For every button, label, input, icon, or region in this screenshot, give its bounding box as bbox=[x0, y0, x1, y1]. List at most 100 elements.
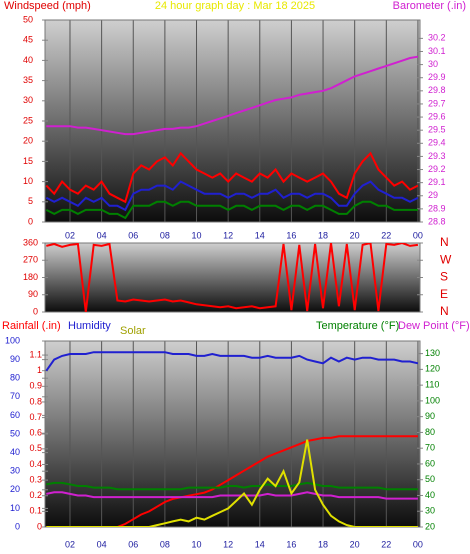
y-tick-label: 29.3 bbox=[428, 151, 446, 161]
y-tick-label: N bbox=[440, 235, 449, 249]
y-tick-label: 70 bbox=[425, 443, 435, 453]
x-tick-label: 06 bbox=[128, 230, 138, 240]
y-tick-label: 0 bbox=[37, 521, 42, 531]
x-tick-label: 20 bbox=[350, 230, 360, 240]
x-tick-label: 06 bbox=[128, 539, 138, 549]
x-tick-label: 04 bbox=[97, 230, 107, 240]
y-tick-label: E bbox=[440, 287, 448, 301]
y-tick-label: 360 bbox=[23, 237, 38, 247]
y-tick-label: 30 bbox=[425, 506, 435, 516]
x-tick-label: 04 bbox=[97, 539, 107, 549]
y-tick-label: 0.3 bbox=[29, 474, 42, 484]
y-tick-label: 1 bbox=[37, 365, 42, 375]
y-tick-label: 50 bbox=[23, 14, 33, 24]
y-tick-label: 80 bbox=[10, 373, 20, 383]
series-line bbox=[46, 481, 418, 491]
x-tick-label: 00 bbox=[413, 539, 423, 549]
y-tick-label: 40 bbox=[23, 55, 33, 65]
series-label: Temperature (°F) bbox=[316, 320, 399, 332]
x-tick-label: 08 bbox=[160, 539, 170, 549]
x-tick-label: 18 bbox=[318, 230, 328, 240]
series-line bbox=[45, 180, 419, 212]
x-tick-label: 02 bbox=[65, 230, 75, 240]
y-tick-label: 25 bbox=[23, 115, 33, 125]
y-tick-label: 29.8 bbox=[428, 85, 446, 95]
x-tick-label: 08 bbox=[160, 230, 170, 240]
x-tick-label: 12 bbox=[223, 230, 233, 240]
y-tick-label: 29 bbox=[428, 190, 438, 200]
y-tick-label: 29.6 bbox=[428, 111, 446, 121]
y-tick-label: 0 bbox=[33, 306, 38, 316]
y-tick-label: 29.9 bbox=[428, 72, 446, 82]
y-tick-label: 180 bbox=[23, 272, 38, 282]
y-tick-label: W bbox=[440, 252, 452, 266]
y-tick-label: 29.1 bbox=[428, 177, 446, 187]
y-tick-label: 28.8 bbox=[428, 216, 446, 226]
y-tick-label: 120 bbox=[425, 364, 440, 374]
y-tick-label: 28.9 bbox=[428, 203, 446, 213]
y-tick-label: 0 bbox=[28, 216, 33, 226]
y-tick-label: 40 bbox=[425, 490, 435, 500]
y2-axis-label: Barometer (.in) bbox=[393, 0, 466, 12]
series-label: Humidity bbox=[68, 320, 111, 332]
y-tick-label: 20 bbox=[10, 484, 20, 494]
y-tick-label: 50 bbox=[10, 428, 20, 438]
x-tick-label: 00 bbox=[413, 230, 423, 240]
y-tick-label: 10 bbox=[23, 176, 33, 186]
x-tick-label: 14 bbox=[255, 539, 265, 549]
y-tick-label: 60 bbox=[10, 410, 20, 420]
plot-background bbox=[45, 20, 420, 222]
y-tick-label: 0.5 bbox=[29, 443, 42, 453]
chart-title: 24 hour graph day : Mar 18 2025 bbox=[155, 0, 315, 12]
x-tick-label: 16 bbox=[286, 539, 296, 549]
x-tick-label: 22 bbox=[381, 230, 391, 240]
plot-frame bbox=[44, 340, 421, 528]
y-tick-label: 90 bbox=[10, 354, 20, 364]
y-tick-label: 0.8 bbox=[29, 396, 42, 406]
x-tick-label: 18 bbox=[318, 539, 328, 549]
y-tick-label: 20 bbox=[23, 136, 33, 146]
y-tick-label: 30 bbox=[428, 59, 438, 69]
y-tick-label: 110 bbox=[425, 380, 439, 390]
series-line bbox=[45, 351, 419, 372]
y-tick-label: 30.2 bbox=[428, 33, 446, 43]
series-line bbox=[45, 151, 419, 204]
y-tick-label: 35 bbox=[23, 75, 33, 85]
x-tick-label: 10 bbox=[192, 539, 202, 549]
y-tick-label: 0.7 bbox=[29, 412, 42, 422]
y-tick-label: 40 bbox=[10, 447, 20, 457]
y-tick-label: 70 bbox=[10, 391, 20, 401]
y-tick-label: 0.2 bbox=[29, 490, 42, 500]
y-tick-label: 29.5 bbox=[428, 125, 446, 135]
x-tick-label: 02 bbox=[65, 539, 75, 549]
y-tick-label: 29.7 bbox=[428, 98, 446, 108]
y-tick-label: 45 bbox=[23, 35, 33, 45]
y-tick-label: 29.2 bbox=[428, 164, 446, 174]
y-tick-label: 60 bbox=[425, 458, 435, 468]
series-line bbox=[46, 439, 418, 527]
y-tick-label: S bbox=[440, 270, 448, 284]
y-tick-label: 0.6 bbox=[29, 428, 42, 438]
y-tick-label: 29.4 bbox=[428, 138, 446, 148]
y-tick-label: 130 bbox=[425, 348, 440, 358]
series-line bbox=[45, 200, 418, 220]
y-tick-label: 15 bbox=[23, 156, 33, 166]
series-line bbox=[46, 491, 418, 500]
y-tick-label: N bbox=[440, 304, 449, 318]
series-line bbox=[46, 243, 419, 312]
y-tick-label: 5 bbox=[28, 196, 33, 206]
series-line bbox=[46, 435, 418, 527]
y-tick-label: 20 bbox=[425, 521, 435, 531]
x-tick-label: 14 bbox=[255, 230, 265, 240]
series-label: Solar bbox=[120, 325, 146, 337]
x-tick-label: 20 bbox=[350, 539, 360, 549]
y-tick-label: 100 bbox=[425, 395, 440, 405]
y-tick-label: 30 bbox=[23, 95, 33, 105]
x-tick-label: 16 bbox=[286, 230, 296, 240]
y-tick-label: 50 bbox=[425, 474, 435, 484]
plot-frame bbox=[44, 242, 421, 313]
y-tick-label: 10 bbox=[10, 503, 20, 513]
y-tick-label: 30.1 bbox=[428, 46, 446, 56]
y-tick-label: 0.1 bbox=[29, 506, 42, 516]
